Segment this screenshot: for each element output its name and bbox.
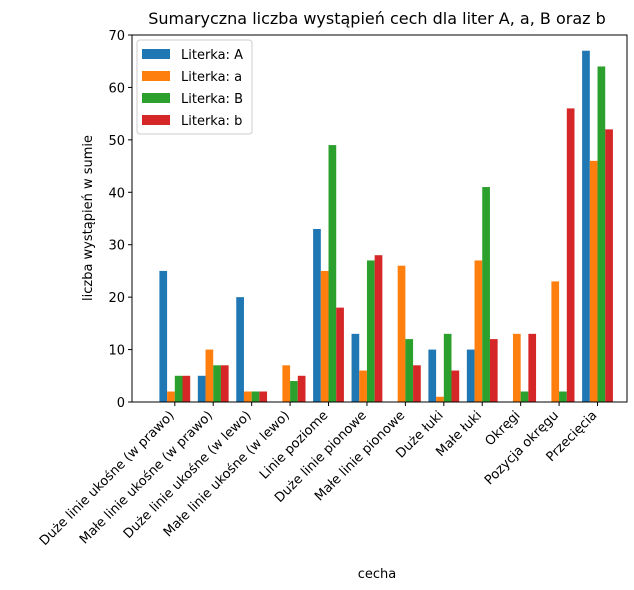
bar	[566, 108, 575, 403]
bar	[428, 349, 437, 402]
legend-box	[136, 39, 253, 135]
bar	[259, 391, 268, 402]
bar	[443, 333, 452, 402]
bar	[489, 339, 498, 402]
bar	[282, 365, 291, 402]
y-tick-label: 60	[108, 81, 125, 96]
legend-swatch	[142, 49, 170, 59]
chart-title: Sumaryczna liczba wystąpień cech dla lit…	[148, 9, 606, 28]
legend-swatch	[142, 93, 170, 103]
bar	[328, 145, 337, 402]
bar	[336, 307, 344, 402]
legend-label: Literka: A	[181, 48, 243, 63]
bar	[397, 265, 406, 402]
bar	[236, 297, 244, 402]
legend: Literka: A Literka: a Literka: B Literka: b	[136, 39, 253, 135]
bar	[451, 370, 460, 402]
bar	[466, 349, 475, 402]
y-tick-label: 50	[108, 134, 125, 149]
bar	[205, 349, 214, 402]
legend-label: Literka: B	[181, 92, 243, 107]
bar	[559, 391, 567, 402]
bar	[589, 160, 598, 402]
bar	[213, 365, 221, 402]
bar	[320, 270, 329, 402]
bar	[167, 391, 175, 402]
bar	[520, 391, 529, 402]
bar	[251, 391, 260, 402]
bar	[512, 333, 521, 402]
y-tick-label: 10	[108, 344, 125, 359]
y-tick-label: 30	[108, 239, 125, 254]
bar	[197, 375, 206, 402]
x-tick-label: Linie poziome	[257, 408, 331, 482]
bar	[528, 333, 537, 402]
bar	[482, 187, 490, 402]
bar	[605, 129, 613, 402]
bar	[174, 375, 183, 402]
bar	[436, 396, 444, 402]
legend-swatch	[142, 71, 170, 81]
legend-label: Literka: a	[181, 70, 242, 85]
bar	[220, 365, 229, 402]
bar	[413, 365, 421, 402]
bar	[159, 270, 168, 402]
y-tick-label: 0	[117, 396, 125, 411]
legend-label: Literka: b	[181, 114, 242, 129]
bar	[374, 255, 383, 402]
bar	[366, 260, 375, 402]
bar	[297, 375, 306, 402]
bar	[182, 375, 191, 402]
plot-frame	[131, 34, 628, 403]
bar	[290, 381, 298, 402]
bar	[313, 228, 321, 402]
bar	[582, 50, 590, 402]
y-tick-label: 70	[108, 29, 125, 44]
bar	[405, 339, 414, 402]
bar	[359, 370, 367, 402]
x-tick-label: Duże linie ukośne (w prawo)	[37, 408, 178, 549]
bar	[551, 281, 560, 402]
y-axis-title: liczba wystąpień w sumie	[81, 135, 96, 301]
bar	[597, 66, 606, 403]
y-tick-label: 20	[108, 291, 125, 306]
plot-area: 0 10 20 30 40 50 60 70 Duże linie ukośne (w praw…	[37, 29, 628, 549]
bar	[474, 260, 483, 402]
legend-swatch	[142, 115, 170, 125]
x-axis-title: cecha	[358, 567, 397, 582]
bar	[351, 333, 360, 402]
y-tick-label: 40	[108, 186, 125, 201]
bar	[243, 391, 252, 402]
